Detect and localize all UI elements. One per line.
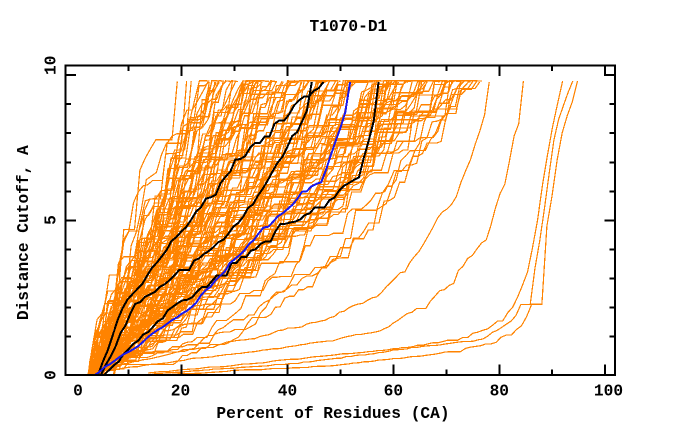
svg-text:10: 10 xyxy=(42,56,60,75)
svg-text:0: 0 xyxy=(73,383,83,401)
svg-text:80: 80 xyxy=(490,383,509,401)
svg-text:5: 5 xyxy=(42,215,60,225)
svg-text:40: 40 xyxy=(278,383,297,401)
svg-text:60: 60 xyxy=(384,383,403,401)
svg-text:Percent of Residues (CA): Percent of Residues (CA) xyxy=(216,405,449,423)
svg-text:20: 20 xyxy=(171,383,190,401)
svg-text:0: 0 xyxy=(42,370,60,380)
svg-text:100: 100 xyxy=(594,383,623,401)
svg-text:T1070-D1: T1070-D1 xyxy=(310,18,388,36)
svg-text:Distance Cutoff, A: Distance Cutoff, A xyxy=(15,145,33,320)
